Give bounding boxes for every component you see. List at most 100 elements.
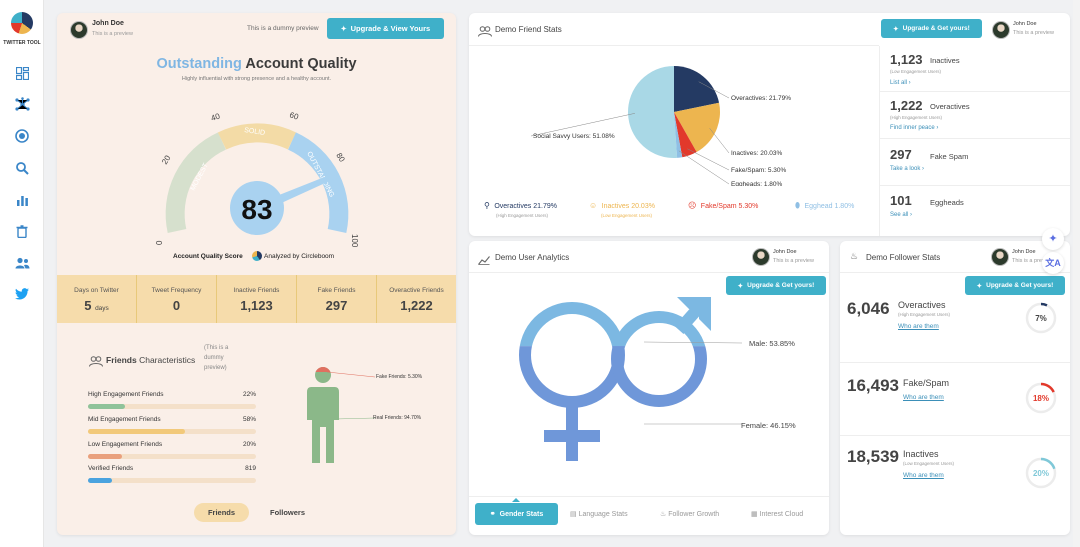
row-link[interactable]: Who are them <box>903 394 944 401</box>
real-friends-label: Real Friends: 94.70% <box>373 415 422 421</box>
upgrade-get-yours-button[interactable]: ✦ Upgrade & Get yours! <box>965 276 1065 295</box>
growth-icon: ♨ <box>660 511 667 518</box>
translate-icon[interactable]: 文A <box>1042 252 1064 274</box>
pie-slice-fake-spam[interactable] <box>674 112 697 158</box>
account-quality-card: John Doe This is a preview This is a dum… <box>57 13 456 535</box>
legend-item-fake-spam[interactable]: ☹ Fake/Spam 5.30% <box>688 195 758 213</box>
app-logo[interactable] <box>11 12 33 34</box>
tab-language-stats[interactable]: ▤ Language Stats <box>570 510 628 518</box>
pie-label: Social Savvy Users: 51.08% <box>533 133 615 140</box>
page-title: Outstanding Account Quality <box>57 56 456 72</box>
row-label: Overactives <box>898 300 946 310</box>
legend-label: Overactives 21.79% <box>494 203 557 210</box>
app-logo-text: TWITTER TOOL <box>3 40 41 46</box>
search-icon[interactable] <box>14 160 30 176</box>
row-link[interactable]: Who are them <box>898 323 939 330</box>
side-link[interactable]: Find inner peace › <box>890 125 939 131</box>
follower-row-fake-spam: 16,493 Fake/Spam Who are them 18% <box>840 364 1070 436</box>
legend-label: Inactives 20.03% <box>601 203 655 210</box>
header-divider <box>840 272 1070 273</box>
stat-value: 1,123 <box>240 298 273 313</box>
row-link[interactable]: Who are them <box>903 472 944 479</box>
upgrade-label: Upgrade & Get yours! <box>747 282 815 289</box>
side-sub: (Low Engagement Users) <box>890 69 942 74</box>
row-percent: 7% <box>1035 314 1047 323</box>
score-circle <box>230 181 284 235</box>
pie-slice-social-savvy-users[interactable] <box>628 66 678 158</box>
pie-slice-eggheads[interactable] <box>674 112 683 158</box>
row-label: Inactives <box>903 449 939 459</box>
users-icon[interactable] <box>14 255 30 271</box>
user-name: John Doe <box>773 249 797 255</box>
side-link[interactable]: Take a look › <box>890 166 925 172</box>
stat-days-on-twitter: Days on Twitter 5 days <box>57 275 137 323</box>
characteristic-track <box>88 454 256 459</box>
scrollbar[interactable] <box>1073 0 1080 547</box>
upgrade-view-yours-button[interactable]: ✦ Upgrade & View Yours <box>327 18 444 39</box>
legend-sub: (Low Engagement Users) <box>601 213 653 218</box>
male-portion <box>519 297 711 347</box>
row-ring <box>1025 457 1057 489</box>
gauge-label-solid: SOLID <box>244 127 266 137</box>
row-value: 6,046 <box>847 299 890 318</box>
header-divider <box>469 272 829 273</box>
side-item-inactives: 1,123 Inactives (Low Engagement Users) L… <box>880 46 1070 92</box>
pie-label: Inactives: 20.03% <box>731 150 783 157</box>
network-icon[interactable] <box>14 96 30 112</box>
toggle-friends-button[interactable]: Friends <box>194 503 249 522</box>
dashboard-icon[interactable] <box>14 65 30 81</box>
user-analytics-card: Demo User Analytics John Doe This is a p… <box>469 241 829 535</box>
toggle-followers-button[interactable]: Followers <box>269 508 305 517</box>
gauge-tick-0: 0 <box>155 240 164 245</box>
target-icon[interactable] <box>14 128 30 144</box>
row-value: 16,493 <box>847 376 899 395</box>
pie-leader-line <box>530 113 635 137</box>
stat-tweet-frequency: Tweet Frequency 0 <box>137 275 217 323</box>
legend-item-egghead[interactable]: ⬮ Egghead 1.80% <box>795 195 854 213</box>
tab-active-caret <box>512 498 520 502</box>
user-subtitle: This is a preview <box>92 31 133 37</box>
stat-value: 297 <box>325 298 348 313</box>
side-label: Fake Spam <box>930 152 969 161</box>
side-list: 1,123 Inactives (Low Engagement Users) L… <box>879 46 1070 236</box>
upgrade-label: Upgrade & Get yours! <box>902 25 970 32</box>
tab-interest-cloud[interactable]: ▦ Interest Cloud <box>751 510 803 518</box>
male-label: Male: 53.85% <box>749 339 795 348</box>
gauge-tick-40: 40 <box>210 111 222 122</box>
legend-item-overactives[interactable]: ⚲ Overactives 21.79% (High Engagement Us… <box>484 195 557 218</box>
characteristic-value: 819 <box>245 465 256 472</box>
legend-item-inactives[interactable]: ☺ Inactives 20.03% (Low Engagement Users… <box>589 195 655 218</box>
female-portion <box>519 346 707 461</box>
characteristic-value: 20% <box>242 441 256 448</box>
quality-gauge: MODEST SOLID OUTSTANDING 0 20 40 60 80 1… <box>155 110 359 248</box>
person-figure <box>307 367 339 463</box>
friends-title-b: Characteristics <box>139 355 196 365</box>
row-sub: (Low Engagement Users) <box>903 461 955 466</box>
side-item-overactives: 1,222 Overactives (High Engagement Users… <box>880 93 1070 139</box>
tab-label: Gender Stats <box>499 510 544 518</box>
pie-leader-line <box>687 148 730 171</box>
characteristic-label: High Engagement Friends <box>88 391 164 398</box>
bar-chart-icon[interactable] <box>14 192 30 208</box>
characteristic-fill <box>88 429 186 434</box>
pie-label: Overactives: 21.79% <box>731 95 791 102</box>
tab-follower-growth[interactable]: ♨ Follower Growth <box>660 510 719 518</box>
twitter-icon[interactable] <box>14 286 30 302</box>
upgrade-get-yours-button[interactable]: ✦ Upgrade & Get yours! <box>726 276 826 295</box>
tab-gender-stats[interactable]: ⚭ Gender Stats <box>475 503 558 525</box>
pie-slice-overactives[interactable] <box>674 66 720 112</box>
language-icon: ▤ <box>570 511 577 518</box>
stat-fake-friends: Fake Friends 297 <box>297 275 377 323</box>
upgrade-get-yours-button[interactable]: ✦ Upgrade & Get yours! <box>881 19 982 38</box>
characteristic-fill <box>88 404 125 409</box>
characteristic-value: 58% <box>242 416 256 423</box>
trash-icon[interactable] <box>14 223 30 239</box>
side-link[interactable]: List all › <box>890 80 911 86</box>
circleboom-logo-icon <box>252 251 262 261</box>
pie-slice-inactives[interactable] <box>674 102 720 153</box>
characteristic-track <box>88 478 256 483</box>
side-link[interactable]: See all › <box>890 212 913 218</box>
sparkle-icon[interactable]: ✦ <box>1042 228 1064 250</box>
side-sub: (High Engagement Users) <box>890 115 943 120</box>
stats-strip: Days on Twitter 5 days Tweet Frequency 0… <box>57 275 456 323</box>
